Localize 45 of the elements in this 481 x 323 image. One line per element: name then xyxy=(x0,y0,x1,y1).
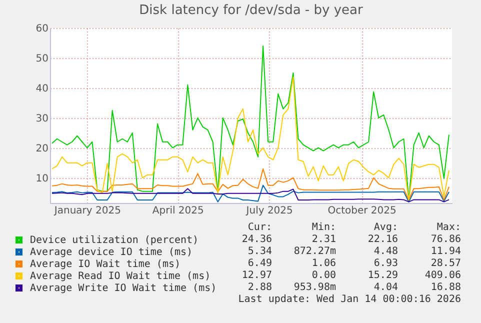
text: 5.34 xyxy=(248,246,272,258)
x-tick-label: January 2025 xyxy=(53,206,121,216)
legend-label: Device utilization (percent) xyxy=(30,235,199,246)
legend-label: Average Write IO Wait time (ms) xyxy=(30,283,217,294)
y-tick-label: 60 xyxy=(36,24,48,34)
legend-label: Average Read IO Wait time (ms) xyxy=(30,271,211,282)
text: 2.31 xyxy=(312,234,336,246)
text: 24.36 xyxy=(242,234,272,246)
text: 16.88 xyxy=(430,282,461,294)
text: 6.93 xyxy=(374,258,398,270)
text: Last update: Wed Jan 14 00:00:16 2026 xyxy=(238,294,461,306)
text: 2.88 xyxy=(248,282,272,294)
line-series xyxy=(52,168,450,201)
legend-label: Average IO Wait time (ms) xyxy=(30,259,181,270)
text: 409.06 xyxy=(424,270,461,282)
y-tick-label: 40 xyxy=(36,83,48,94)
text: 12.97 xyxy=(242,270,272,282)
y-tick-label: 30 xyxy=(36,113,48,124)
y-tick-label: 10 xyxy=(36,173,48,184)
text: 953.98m xyxy=(294,282,336,294)
text: Avg: xyxy=(374,222,398,234)
y-tick-label: 50 xyxy=(36,53,48,64)
text: Min: xyxy=(312,222,336,234)
text: 4.04 xyxy=(374,282,398,294)
text: 11.94 xyxy=(430,246,461,258)
text: 1.06 xyxy=(312,258,336,270)
text: 28.57 xyxy=(430,258,461,270)
text: 76.86 xyxy=(430,234,461,246)
text: 4.48 xyxy=(374,246,398,258)
line-series xyxy=(52,184,450,202)
text: 0.00 xyxy=(312,270,336,282)
x-tick-label: April 2025 xyxy=(152,206,204,216)
text: 6.49 xyxy=(248,258,272,270)
line-series xyxy=(52,76,450,201)
text: 872.27m xyxy=(294,246,336,258)
legend-label: Average device IO time (ms) xyxy=(30,247,193,258)
x-tick-label: July 2025 xyxy=(245,206,293,216)
y-tick-label: 20 xyxy=(36,143,48,154)
line-series xyxy=(52,188,450,202)
text: 22.16 xyxy=(368,234,398,246)
text: 15.29 xyxy=(368,270,398,282)
text: Cur: xyxy=(248,222,272,234)
chart-title: Disk latency for /dev/sda - by year xyxy=(139,3,364,18)
text: Max: xyxy=(436,222,461,234)
x-tick-label: October 2025 xyxy=(328,206,396,216)
